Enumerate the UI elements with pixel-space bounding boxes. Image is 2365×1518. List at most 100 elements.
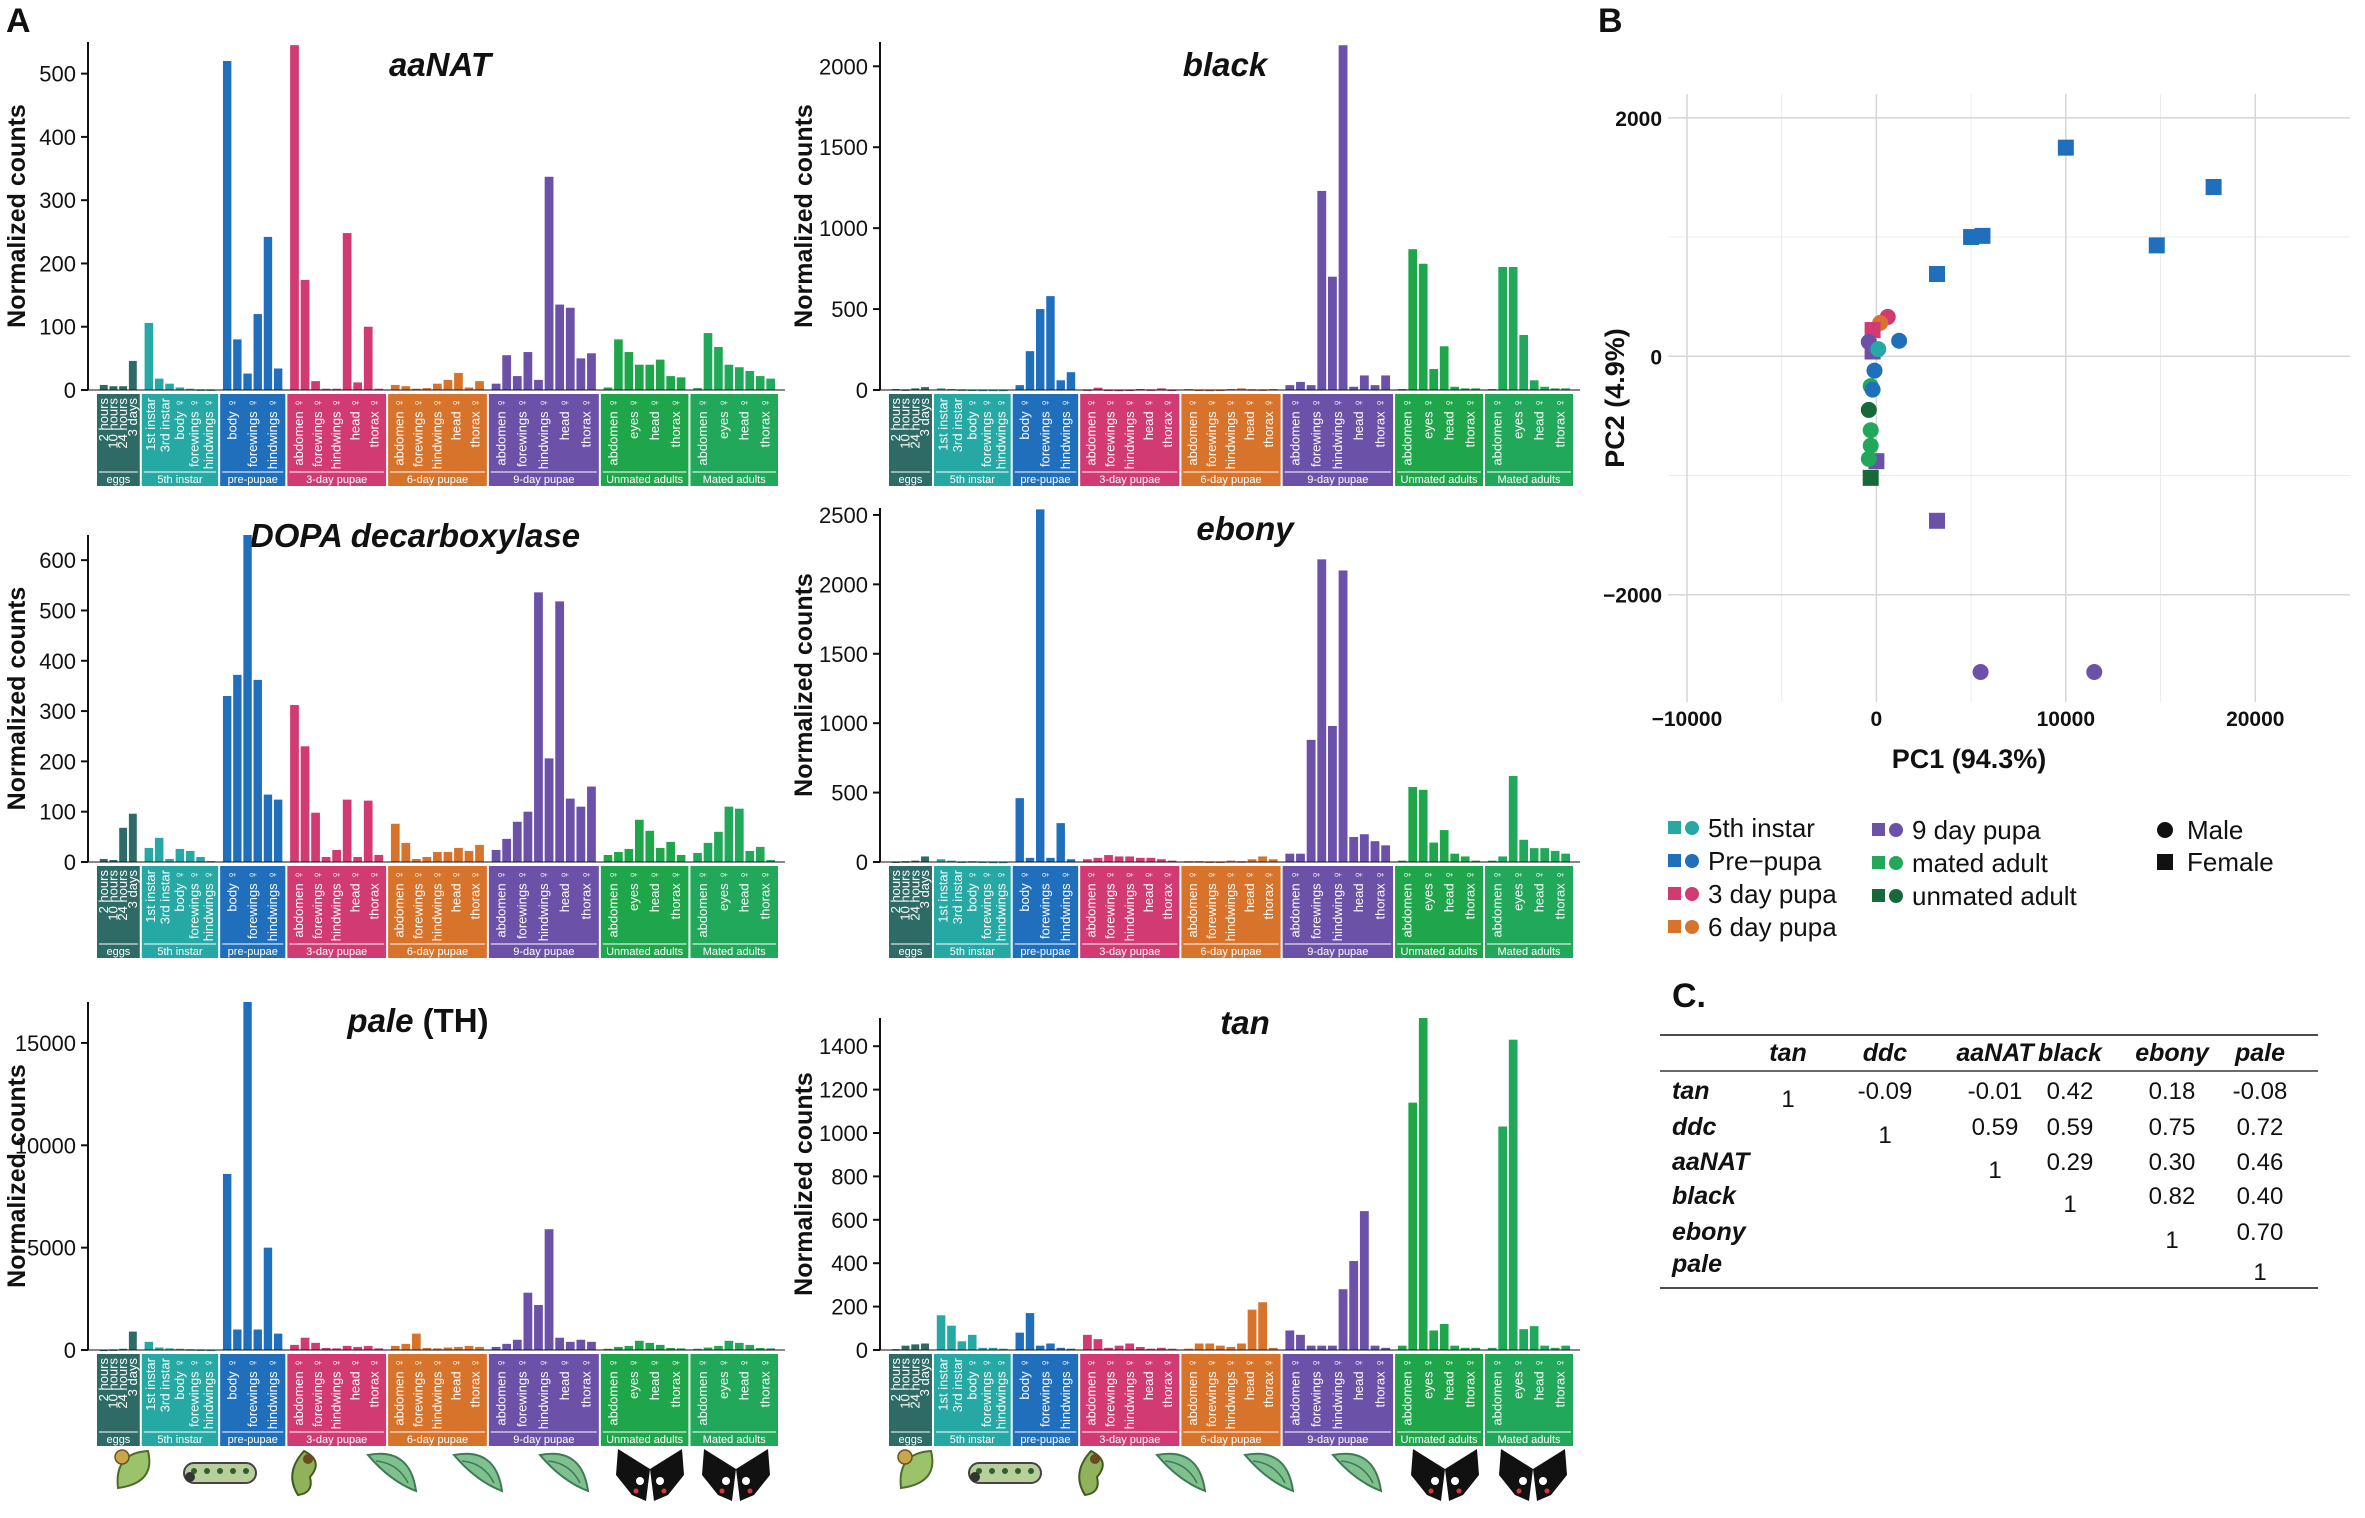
- tissue-label: thorax ♀: [668, 1358, 683, 1408]
- column-header: aaNAT: [1956, 1039, 2036, 1067]
- bar: [1296, 381, 1305, 390]
- tissue-label: hindwings ♀: [1330, 870, 1345, 941]
- tissue-label: forewings ♀: [1037, 870, 1052, 939]
- bar: [936, 859, 946, 862]
- group-strip: [488, 1354, 599, 1446]
- tissue-label: hindwings ♀: [201, 1358, 216, 1429]
- bar: [1296, 853, 1305, 862]
- bar: [947, 1325, 956, 1350]
- bar: [735, 808, 744, 862]
- bar: [603, 387, 613, 390]
- tissue-label: 10 hours: [898, 1358, 913, 1409]
- bar: [374, 388, 384, 391]
- tissue-label: abdomen ♀: [1185, 870, 1200, 938]
- tissue-label: 24 hours: [115, 1358, 130, 1409]
- tissue-label: hindwings ♀: [1330, 1358, 1345, 1429]
- tissue-label: thorax ♀: [1463, 398, 1478, 448]
- bar: [222, 1173, 232, 1350]
- bar: [263, 236, 273, 390]
- bar: [273, 1333, 283, 1350]
- bar: [502, 838, 512, 862]
- tissue-label: forewings ♀: [979, 870, 994, 939]
- bar: [967, 1334, 977, 1350]
- tissue-label: 1st instar: [935, 1357, 950, 1410]
- table-cell: 0.46: [2237, 1149, 2284, 1176]
- tissue-label: abdomen ♀: [695, 398, 710, 466]
- pca-scatter-plot: −10000 0 10000 20000 −2000 0 2000 PC1 (94.3%) PC…: [1600, 94, 2350, 774]
- bar: [693, 388, 702, 390]
- table-cell: 0.40: [2237, 1183, 2284, 1210]
- bar: [1381, 845, 1391, 862]
- stage-label: 5th instar: [157, 946, 203, 958]
- tissue-label: thorax ♀: [367, 398, 382, 448]
- tissue-label: abdomen ♀: [1400, 1358, 1415, 1426]
- bar: [587, 786, 596, 862]
- bar: [196, 856, 205, 862]
- bar: [1082, 1334, 1092, 1350]
- point-male: [1866, 362, 1883, 379]
- stage-label: 9-day pupae: [513, 946, 574, 958]
- bar: [1125, 856, 1135, 862]
- tissue-label: thorax ♀: [1553, 870, 1568, 920]
- table-cell: -0.09: [1858, 1078, 1913, 1105]
- tissue-label: hindwings ♀: [993, 870, 1008, 941]
- tissue-label: head ♀: [1442, 870, 1457, 912]
- tissue-label: abdomen ♀: [695, 1358, 710, 1426]
- bar: [1418, 1018, 1428, 1350]
- bar: [1487, 1347, 1497, 1350]
- bar: [491, 383, 501, 390]
- bar: [587, 1341, 596, 1350]
- tissue-label: hindwings ♀: [265, 398, 280, 469]
- tissue-label: forewings ♀: [1103, 1358, 1118, 1427]
- tissue-label: hindwings ♀: [201, 870, 216, 941]
- stage-label: 9-day pupae: [1307, 946, 1368, 958]
- tissue-label: thorax ♀: [1261, 870, 1276, 920]
- bar: [1408, 1102, 1418, 1350]
- group-strip: [1012, 866, 1079, 958]
- group-strip: [141, 866, 219, 958]
- group-strip: [690, 866, 778, 958]
- group-strip: [388, 866, 487, 958]
- stage-label: Mated adults: [1498, 474, 1561, 486]
- legend-label: unmated adult: [1912, 881, 2078, 911]
- y-tick-label: 400: [39, 649, 76, 674]
- stage-label: eggs: [106, 474, 130, 486]
- group-strip: [97, 866, 140, 958]
- bar: [921, 1343, 929, 1350]
- x-tick-label: 0: [1871, 708, 1883, 731]
- column-header: black: [2038, 1039, 2103, 1067]
- tissue-label: abdomen ♀: [1287, 398, 1302, 466]
- point-male: [1862, 422, 1879, 439]
- bar: [1327, 1345, 1337, 1350]
- tissue-label: 10 hours: [898, 870, 913, 921]
- tissue-label: head ♀: [448, 1358, 463, 1400]
- bar: [1306, 739, 1316, 862]
- y-tick-label: 400: [39, 125, 76, 150]
- stage-label: pre-pupae: [1020, 946, 1070, 958]
- x-tick-label: 20000: [2226, 708, 2284, 731]
- bar: [1460, 856, 1470, 862]
- stage-label: 5th instar: [950, 1434, 996, 1446]
- table-cell: 0.59: [2047, 1114, 2094, 1141]
- bar: [634, 364, 644, 390]
- bar: [1487, 860, 1497, 863]
- bar: [703, 1347, 713, 1350]
- legend-label: 6 day pupa: [1708, 912, 1837, 942]
- tissue-label: hindwings ♀: [329, 398, 344, 469]
- stage-label: 5th instar: [950, 474, 996, 486]
- bar: [273, 799, 283, 862]
- tissue-label: eyes ♀: [1511, 870, 1526, 911]
- bar: [1125, 1343, 1135, 1350]
- bar: [1015, 385, 1024, 390]
- bar: [290, 705, 299, 862]
- legend-circle: [1889, 856, 1903, 870]
- tissue-label: abdomen ♀: [493, 870, 508, 938]
- y-axis-label: Normalized counts: [3, 104, 31, 328]
- legend-square: [1668, 854, 1681, 867]
- bar: [1529, 848, 1539, 862]
- stage-label: Mated adults: [703, 946, 766, 958]
- bar-chart-3: 0 500 1000 1500 2000 2500 Normalized counts ebo…: [790, 503, 1580, 958]
- tissue-label: thorax ♀: [578, 1358, 593, 1408]
- tissue-label: head ♀: [1532, 398, 1547, 440]
- bar: [911, 388, 920, 390]
